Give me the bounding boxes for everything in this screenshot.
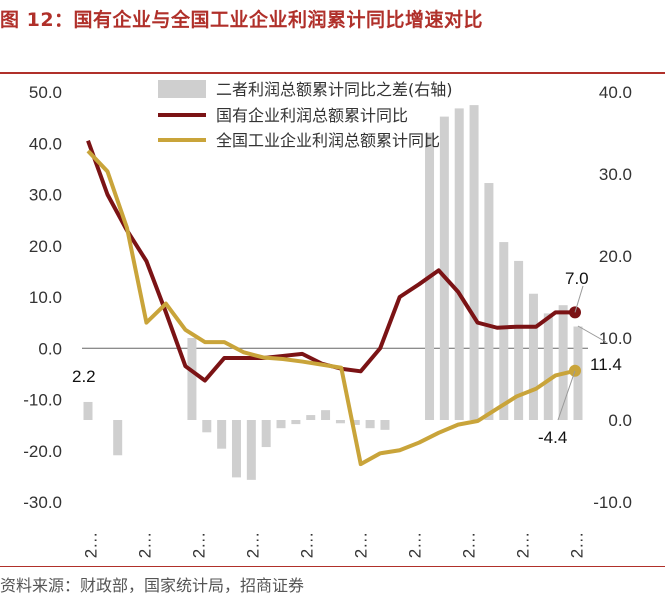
left-tick-label: 20.0 bbox=[29, 237, 62, 256]
bar bbox=[113, 420, 123, 456]
bar bbox=[365, 420, 375, 429]
source-note: 资料来源：财政部，国家统计局，招商证券 bbox=[0, 576, 305, 595]
legend: 二者利润总额累计同比之差(右轴) 国有企业利润总额累计同比全国工业企业利润总额累计… bbox=[158, 80, 453, 150]
x-tick-label: 2… bbox=[243, 532, 262, 558]
bar bbox=[514, 260, 524, 420]
right-tick-label: -10.0 bbox=[593, 493, 632, 512]
legend-label-soe: 国有企业利润总额累计同比 bbox=[216, 106, 408, 125]
bar bbox=[439, 116, 449, 420]
annotation-11-4-leader bbox=[577, 325, 607, 343]
bar bbox=[380, 420, 390, 430]
x-tick-label: 2… bbox=[459, 532, 478, 558]
left-tick-label: 0.0 bbox=[38, 339, 62, 358]
annotations: 2.2 7.0 11.4 -4.4 bbox=[72, 269, 622, 447]
bar bbox=[231, 420, 241, 478]
legend-label-bar: 二者利润总额累计同比之差(右轴) bbox=[216, 80, 453, 99]
x-tick-label: 2… bbox=[513, 532, 532, 558]
left-tick-label: 40.0 bbox=[29, 134, 62, 153]
x-tick-label: 2… bbox=[189, 532, 208, 558]
left-tick-label: -30.0 bbox=[23, 493, 62, 512]
right-tick-label: 20.0 bbox=[599, 247, 632, 266]
annotation-7-0: 7.0 bbox=[565, 269, 589, 288]
bar bbox=[187, 338, 197, 420]
bar bbox=[217, 420, 227, 449]
bar bbox=[499, 242, 509, 420]
bar bbox=[558, 305, 568, 420]
x-tick-label: 2… bbox=[351, 532, 370, 558]
left-tick-label: -10.0 bbox=[23, 391, 62, 410]
annotation-2-2: 2.2 bbox=[72, 367, 96, 386]
left-tick-label: 10.0 bbox=[29, 288, 62, 307]
chart: 50.0 40.0 30.0 20.0 10.0 0.0 -10.0 -20.0 -30.0 40… bbox=[23, 80, 632, 558]
bar bbox=[306, 415, 316, 420]
annotation-7-0-leader bbox=[574, 285, 584, 313]
axes: 50.0 40.0 30.0 20.0 10.0 0.0 -10.0 -20.0 -30.0 40… bbox=[23, 83, 632, 558]
bar bbox=[484, 183, 494, 420]
bar bbox=[528, 293, 538, 420]
bar bbox=[202, 420, 212, 433]
bar bbox=[321, 410, 331, 420]
x-tick-label: 2… bbox=[297, 532, 316, 558]
legend-label-industry: 全国工业企业利润总额累计同比 bbox=[216, 131, 440, 150]
left-tick-label: 50.0 bbox=[29, 83, 62, 102]
industry-profit-line bbox=[86, 149, 576, 467]
bar bbox=[276, 420, 286, 429]
right-tick-label: 10.0 bbox=[599, 329, 632, 348]
bar bbox=[335, 420, 345, 424]
x-tick-label: 2… bbox=[567, 532, 586, 558]
x-tick-label: 2… bbox=[81, 532, 100, 558]
bar bbox=[83, 401, 93, 420]
left-tick-label: 30.0 bbox=[29, 186, 62, 205]
legend-swatch-bar bbox=[158, 80, 206, 98]
footer-divider bbox=[0, 566, 665, 567]
bar bbox=[543, 313, 553, 420]
right-tick-label: 30.0 bbox=[599, 165, 632, 184]
annotation-minus-4-4-leader bbox=[557, 370, 576, 421]
line-series bbox=[86, 140, 581, 467]
bar bbox=[291, 420, 301, 425]
x-tick-label: 2… bbox=[405, 532, 424, 558]
x-tick-label: 2… bbox=[135, 532, 154, 558]
bar bbox=[350, 420, 360, 425]
right-tick-label: 40.0 bbox=[599, 83, 632, 102]
bar bbox=[261, 420, 271, 448]
bar bbox=[246, 420, 256, 480]
bar bbox=[454, 108, 464, 421]
annotation-11-4: 11.4 bbox=[590, 355, 622, 374]
left-tick-label: -20.0 bbox=[23, 442, 62, 461]
right-tick-label: 0.0 bbox=[608, 411, 632, 430]
chart-title: 图 12：国有企业与全国工业企业利润累计同比增速对比 bbox=[0, 9, 484, 31]
annotation-minus-4-4: -4.4 bbox=[538, 428, 567, 447]
bar bbox=[469, 105, 479, 421]
title-divider bbox=[0, 72, 665, 74]
